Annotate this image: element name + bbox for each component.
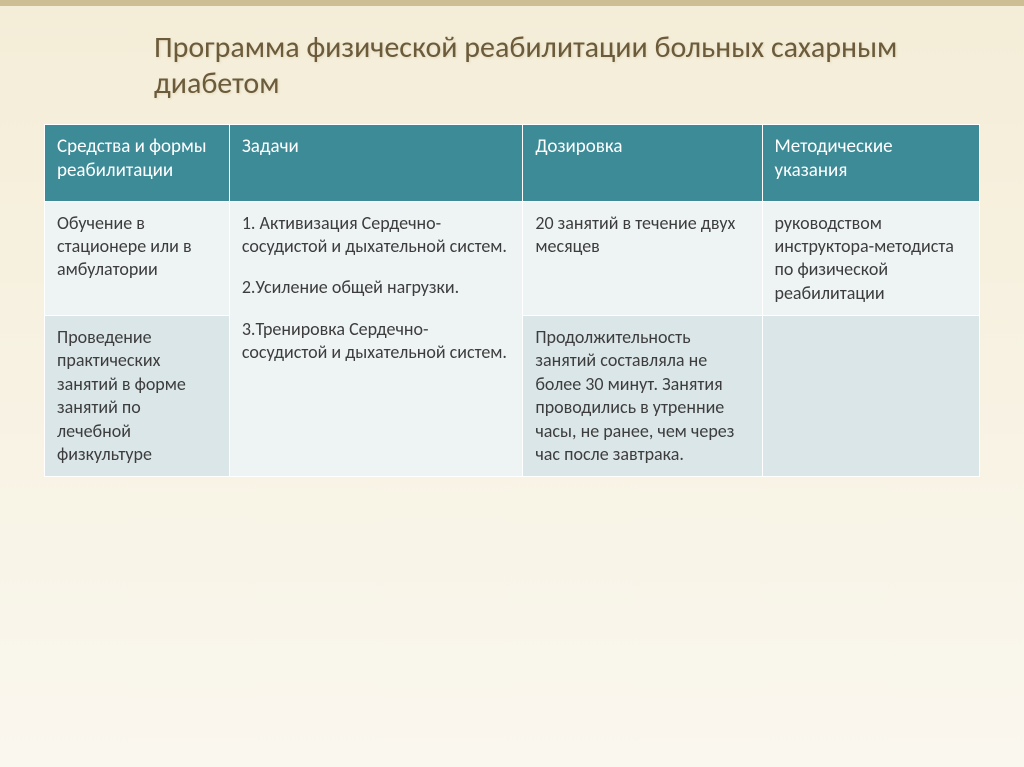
col-tasks: Задачи — [229, 125, 523, 202]
title-block: Программа физической реабилитации больны… — [44, 28, 980, 102]
task-item: 2.Усиление общей нагрузки. — [242, 276, 511, 299]
cell-dosage-1: 20 занятий в течение двух месяцев — [523, 201, 762, 316]
col-means: Средства и формы реабилитации — [45, 125, 230, 202]
cell-means-2: Проведение практических занятий в форме … — [45, 316, 230, 477]
cell-dosage-2: Продолжительность занятий составляла не … — [523, 316, 762, 477]
page-title: Программа физической реабилитации больны… — [154, 30, 980, 102]
slide: Программа физической реабилитации больны… — [0, 0, 1024, 767]
cell-means-1: Обучение в стационере или в амбулатории — [45, 201, 230, 316]
table-row: Обучение в стационере или в амбулатории … — [45, 201, 980, 316]
cell-guidance-2 — [762, 316, 979, 477]
rehab-table: Средства и формы реабилитации Задачи Доз… — [44, 124, 980, 477]
col-dosage: Дозировка — [523, 125, 762, 202]
cell-tasks: 1. Активизация Сердечно-сосудистой и дых… — [229, 201, 523, 477]
task-item: 3.Тренировка Сердечно-сосудистой и дыхат… — [242, 318, 511, 365]
task-item: 1. Активизация Сердечно-сосудистой и дых… — [242, 212, 511, 259]
cell-guidance-1: руководством инструктора-методиста по фи… — [762, 201, 979, 316]
table-header-row: Средства и формы реабилитации Задачи Доз… — [45, 125, 980, 202]
col-guidance: Методические указания — [762, 125, 979, 202]
